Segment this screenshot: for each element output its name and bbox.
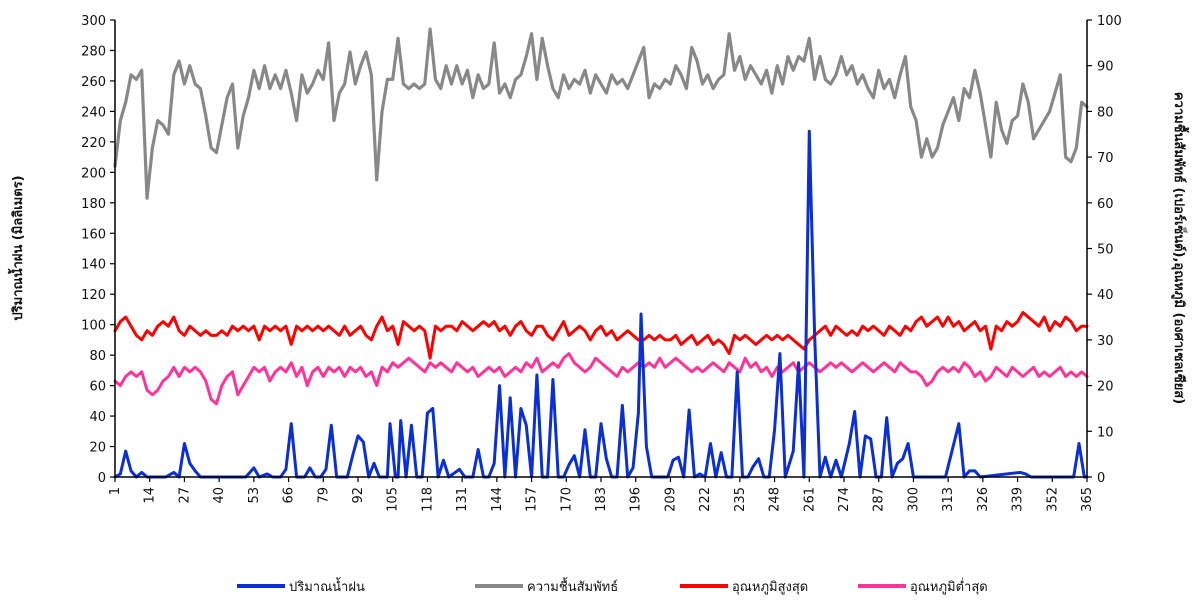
x-tick-label: 27 — [177, 487, 192, 504]
series-1-legend-label: ปริมาณน้ำฝน — [289, 577, 365, 595]
x-tick-label: 209 — [663, 487, 678, 512]
y-right-tick-label: 10 — [1097, 425, 1114, 440]
x-tick-label: 365 — [1080, 487, 1095, 512]
y-left-tick-label: 260 — [81, 75, 106, 90]
x-tick-label: 339 — [1011, 487, 1026, 512]
tick-labels: 0204060801001201401601802002202402602803… — [81, 14, 1122, 512]
x-tick-label: 274 — [837, 487, 852, 512]
y-right-tick-label: 60 — [1097, 197, 1114, 212]
y-right-tick-label: 20 — [1097, 380, 1114, 395]
y-left-tick-label: 20 — [89, 441, 106, 456]
y-left-tick-label: 300 — [81, 14, 106, 29]
y-left-tick-label: 120 — [81, 288, 106, 303]
series-2-line — [113, 27, 1089, 200]
y-right-tick-label: 90 — [1097, 60, 1114, 75]
y-left-tick-label: 60 — [89, 380, 106, 395]
x-tick-label: 131 — [455, 487, 470, 512]
y-left-tick-label: 240 — [81, 105, 106, 120]
y-axis-left-title: ปริมาณน้ำฝน (มิลลิเมตร) — [7, 175, 26, 320]
x-tick-label: 66 — [282, 487, 297, 504]
x-tick-label: 352 — [1045, 487, 1060, 512]
x-tick-label: 196 — [629, 487, 644, 512]
x-tick-label: 118 — [420, 487, 435, 512]
x-tick-label: 235 — [733, 487, 748, 512]
series-2-legend-label: ความชื้นสัมพัทธ์ — [527, 577, 618, 595]
x-tick-label: 183 — [594, 487, 609, 512]
x-tick-label: 1 — [108, 487, 123, 495]
x-tick-label: 79 — [316, 487, 331, 504]
x-tick-label: 313 — [941, 487, 956, 512]
y-left-tick-label: 80 — [89, 349, 106, 364]
y-left-tick-label: 100 — [81, 319, 106, 334]
y-left-tick-label: 200 — [81, 166, 106, 181]
y-axis-right-title: ความชื้นสัมพัทธ์ (เปอร์เซ็นต์),อุณหภูมิ … — [1171, 92, 1190, 404]
x-tick-label: 287 — [872, 487, 887, 512]
y-right-tick-label: 50 — [1097, 243, 1114, 258]
axes — [110, 19, 1092, 482]
y-right-tick-label: 30 — [1097, 334, 1114, 349]
y-left-tick-label: 280 — [81, 44, 106, 59]
series-3-legend-label: อุณหภูมิสูงสุด — [732, 580, 808, 595]
y-left-tick-label: 180 — [81, 197, 106, 212]
x-tick-label: 14 — [143, 487, 158, 504]
series-4-legend-label: อุณหภูมิต่ำสุด — [910, 578, 988, 595]
y-right-tick-label: 100 — [1097, 14, 1122, 29]
x-tick-label: 261 — [802, 487, 817, 512]
y-right-tick-label: 80 — [1097, 105, 1114, 120]
y-right-tick-label: 0 — [1097, 471, 1105, 486]
series-1-line — [113, 129, 1089, 479]
x-tick-label: 105 — [386, 487, 401, 512]
x-tick-label: 53 — [247, 487, 262, 504]
x-tick-label: 144 — [490, 487, 505, 512]
y-left-tick-label: 40 — [89, 410, 106, 425]
x-tick-label: 157 — [525, 487, 540, 512]
x-tick-label: 222 — [698, 487, 713, 512]
x-tick-label: 170 — [559, 487, 574, 512]
x-tick-label: 40 — [212, 487, 227, 504]
series-3-line — [113, 310, 1089, 360]
plot-area — [113, 27, 1089, 479]
y-left-tick-label: 140 — [81, 258, 106, 273]
legend: ปริมาณน้ำฝน ความชื้นสัมพัทธ์ อุณหภูมิสูงสุ… — [237, 577, 988, 595]
x-tick-label: 300 — [906, 487, 921, 512]
y-right-tick-label: 70 — [1097, 151, 1114, 166]
series-4-line — [113, 352, 1089, 406]
x-tick-label: 326 — [976, 487, 991, 512]
y-right-tick-label: 40 — [1097, 288, 1114, 303]
x-tick-label: 248 — [768, 487, 783, 512]
x-tick-label: 92 — [351, 487, 366, 504]
y-left-tick-label: 220 — [81, 136, 106, 151]
y-left-tick-label: 0 — [98, 471, 106, 486]
y-left-tick-label: 160 — [81, 227, 106, 242]
